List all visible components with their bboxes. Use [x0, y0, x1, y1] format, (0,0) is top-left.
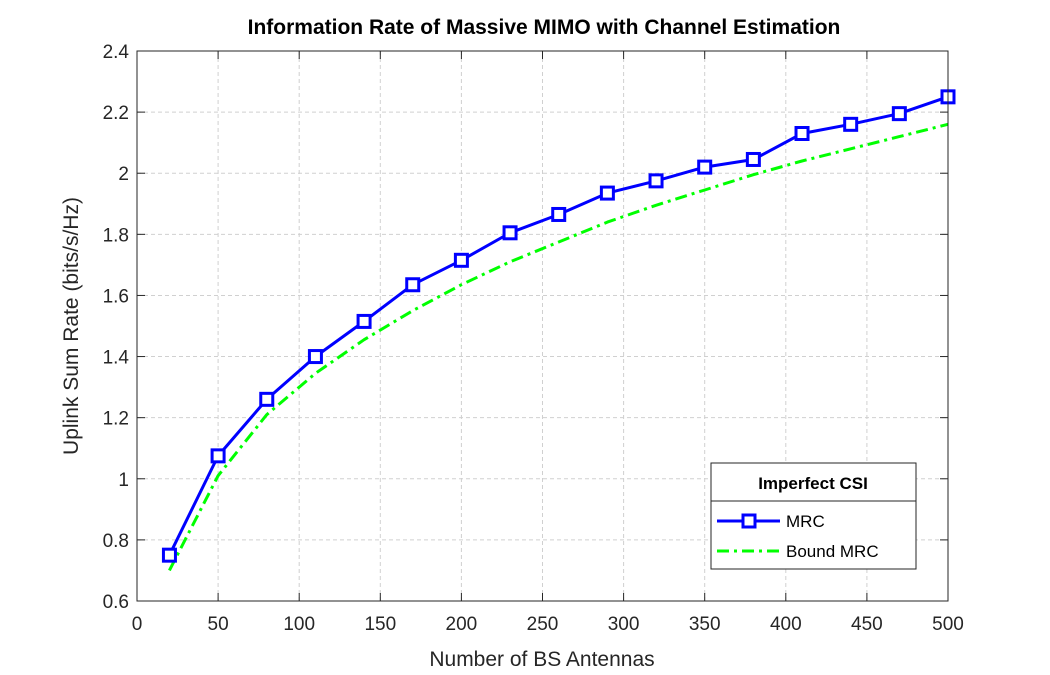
data-point-mrc: [697, 159, 713, 175]
legend: Imperfect CSI MRC Bound MRC: [710, 462, 917, 570]
data-point-mrc: [307, 349, 323, 365]
data-point-mrc: [405, 277, 421, 293]
data-point-mrc: [259, 391, 275, 407]
y-tick-label: 2.4: [103, 42, 130, 63]
x-tick-label: 250: [527, 614, 559, 635]
data-point-mrc: [453, 252, 469, 268]
y-tick-label: 1.6: [103, 286, 129, 307]
x-tick-label: 350: [689, 614, 721, 635]
data-point-mrc: [356, 313, 372, 329]
y-tick-label: 2.2: [103, 103, 129, 124]
ticks: 0 50 100 150 200 250 300 350 400 450 500 0.6 0.8 1 1.2…: [103, 42, 964, 635]
x-axis-title: Number of BS Antennas: [429, 648, 654, 671]
series-line-bound-mrc: [168, 122, 949, 572]
data-point-mrc: [843, 116, 859, 132]
y-tick-label: 0.6: [103, 592, 129, 613]
data-point-mrc: [794, 126, 810, 141]
data-point-mrc: [551, 206, 567, 222]
data-point-mrc: [210, 448, 226, 464]
data-point-mrc: [599, 185, 615, 201]
x-tick-label: 200: [446, 614, 478, 635]
data-point-mrc: [891, 106, 907, 122]
x-tick-label: 100: [283, 614, 315, 635]
x-tick-label: 300: [608, 614, 640, 635]
legend-mrc-marker: [741, 513, 757, 529]
data-point-mrc: [648, 173, 664, 189]
x-tick-label: 50: [208, 614, 229, 635]
y-tick-label: 1.2: [103, 409, 129, 430]
data-point-mrc: [502, 225, 518, 241]
y-tick-label: 1.4: [103, 348, 130, 369]
data-point-mrc: [161, 547, 177, 563]
legend-title: Imperfect CSI: [758, 474, 868, 493]
x-tick-label: 0: [132, 614, 143, 635]
y-tick-label: 2: [118, 164, 129, 185]
chart-title: Information Rate of Massive MIMO with Ch…: [248, 16, 841, 39]
x-tick-label: 150: [364, 614, 396, 635]
x-tick-label: 400: [770, 614, 802, 635]
legend-mrc-label: MRC: [786, 512, 825, 531]
x-tick-label: 450: [851, 614, 883, 635]
y-tick-label: 1.8: [103, 225, 129, 246]
series-layer: [161, 89, 956, 572]
y-axis-title: Uplink Sum Rate (bits/s/Hz): [60, 197, 83, 455]
legend-bound-mrc-label: Bound MRC: [786, 542, 879, 561]
x-tick-label: 500: [932, 614, 964, 635]
y-tick-label: 1: [118, 470, 129, 491]
data-point-mrc: [745, 151, 761, 167]
y-tick-label: 0.8: [103, 531, 129, 552]
